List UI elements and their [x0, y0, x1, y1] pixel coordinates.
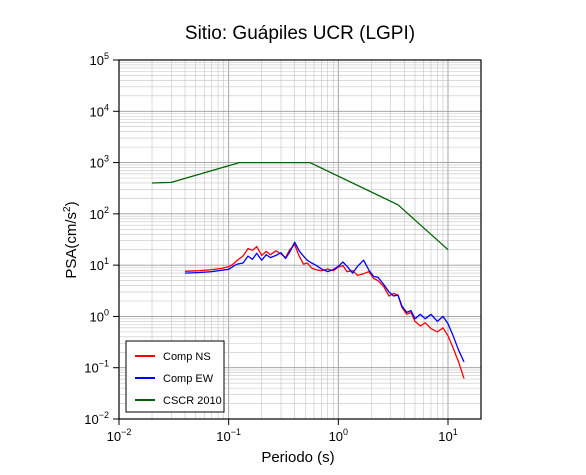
tick-base: 10 — [90, 53, 104, 68]
legend: Comp NS Comp EW CSCR 2010 — [125, 340, 225, 413]
tick-exponent: 1 — [453, 427, 458, 437]
tick-exponent: 2 — [104, 205, 109, 215]
tick-exponent: −1 — [99, 359, 109, 369]
legend-label: Comp EW — [163, 373, 214, 385]
tick-base: 10 — [90, 309, 104, 324]
plot-frame — [118, 59, 482, 420]
legend-label: CSCR 2010 — [163, 395, 222, 407]
tick-exponent: 5 — [104, 51, 109, 61]
tick-exponent: 0 — [104, 307, 109, 317]
tick-base: 10 — [84, 361, 98, 376]
tick-exponent: −2 — [99, 410, 109, 420]
tick-exponent: −2 — [121, 427, 131, 437]
tick-base: 10 — [438, 429, 452, 444]
y-axis-title: PSA(cm/s2) — [62, 201, 80, 278]
x-tick-label: 101 — [438, 427, 457, 444]
legend-label: Comp NS — [163, 351, 211, 363]
x-tick-label: 10−1 — [216, 427, 241, 444]
tick-base: 10 — [90, 156, 104, 171]
series-line-comp-ns — [184, 244, 465, 379]
y-tick-label: 10−1 — [84, 359, 109, 376]
tick-base: 10 — [90, 207, 104, 222]
tick-exponent: −1 — [231, 427, 241, 437]
tick-base: 10 — [84, 412, 98, 427]
y-tick-label: 102 — [90, 205, 109, 222]
series-line-cscr-2010 — [151, 161, 449, 251]
tick-exponent: 4 — [104, 102, 109, 112]
y-axis-title-base: PSA(cm/s — [63, 212, 80, 279]
series-line-comp-ew — [184, 241, 465, 363]
tick-exponent: 3 — [104, 154, 109, 164]
y-tick-label: 104 — [90, 102, 109, 119]
y-axis-title-close: ) — [63, 201, 80, 206]
tick-base: 10 — [90, 258, 104, 273]
y-axis-title-exponent: 2 — [62, 206, 73, 212]
tick-base: 10 — [107, 429, 121, 444]
y-tick-label: 10−2 — [84, 410, 109, 427]
tick-base: 10 — [216, 429, 230, 444]
y-tick-label: 101 — [90, 256, 109, 273]
x-axis-title: Periodo (s) — [261, 449, 334, 466]
tick-exponent: 0 — [343, 427, 348, 437]
x-tick-label: 100 — [329, 427, 348, 444]
x-tick-label: 10−2 — [107, 427, 132, 444]
tick-base: 10 — [329, 429, 343, 444]
y-tick-label: 105 — [90, 51, 109, 68]
tick-exponent: 1 — [104, 256, 109, 266]
y-tick-label: 100 — [90, 307, 109, 324]
series-lines — [151, 161, 465, 379]
chart-title: Sitio: Guápiles UCR (LGPI) — [185, 23, 415, 44]
y-tick-label: 103 — [90, 154, 109, 171]
tick-base: 10 — [90, 104, 104, 119]
